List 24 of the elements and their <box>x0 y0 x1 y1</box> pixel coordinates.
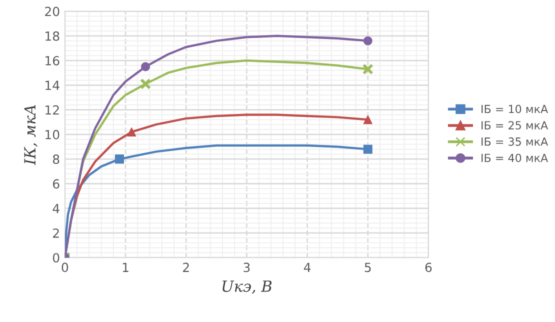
legend-label: IБ = 40 мкА <box>482 154 548 162</box>
legend-label: IБ = 10 мкА <box>482 104 548 114</box>
x-tick-label: 2 <box>183 262 189 272</box>
x-tick-label: 5 <box>364 262 371 272</box>
y-tick-label: 18 <box>46 31 60 41</box>
x-tick-label: 1 <box>122 262 128 272</box>
y-tick-label: 6 <box>52 179 60 189</box>
x-tick-label: 3 <box>244 262 250 272</box>
x-tick-label: 4 <box>304 262 311 272</box>
y-tick-label: 10 <box>46 130 60 140</box>
y-tick-label: 16 <box>46 56 60 66</box>
x-axis-title: Uкэ, В <box>222 280 272 294</box>
y-axis-title: IК, мкА <box>24 105 38 166</box>
legend-label: IБ = 35 мкА <box>482 137 548 146</box>
y-tick-label: 2 <box>53 228 59 238</box>
x-tick-label: 6 <box>425 262 432 272</box>
y-tick-label: 12 <box>46 105 59 115</box>
legend-label: IБ = 25 мкА <box>482 121 548 130</box>
y-tick-label: 0 <box>52 253 60 263</box>
y-tick-label: 14 <box>46 80 60 90</box>
y-tick-label: 8 <box>52 154 60 164</box>
y-tick-label: 20 <box>45 6 60 16</box>
x-tick-label: 0 <box>62 262 68 272</box>
y-tick-label: 4 <box>52 204 60 214</box>
